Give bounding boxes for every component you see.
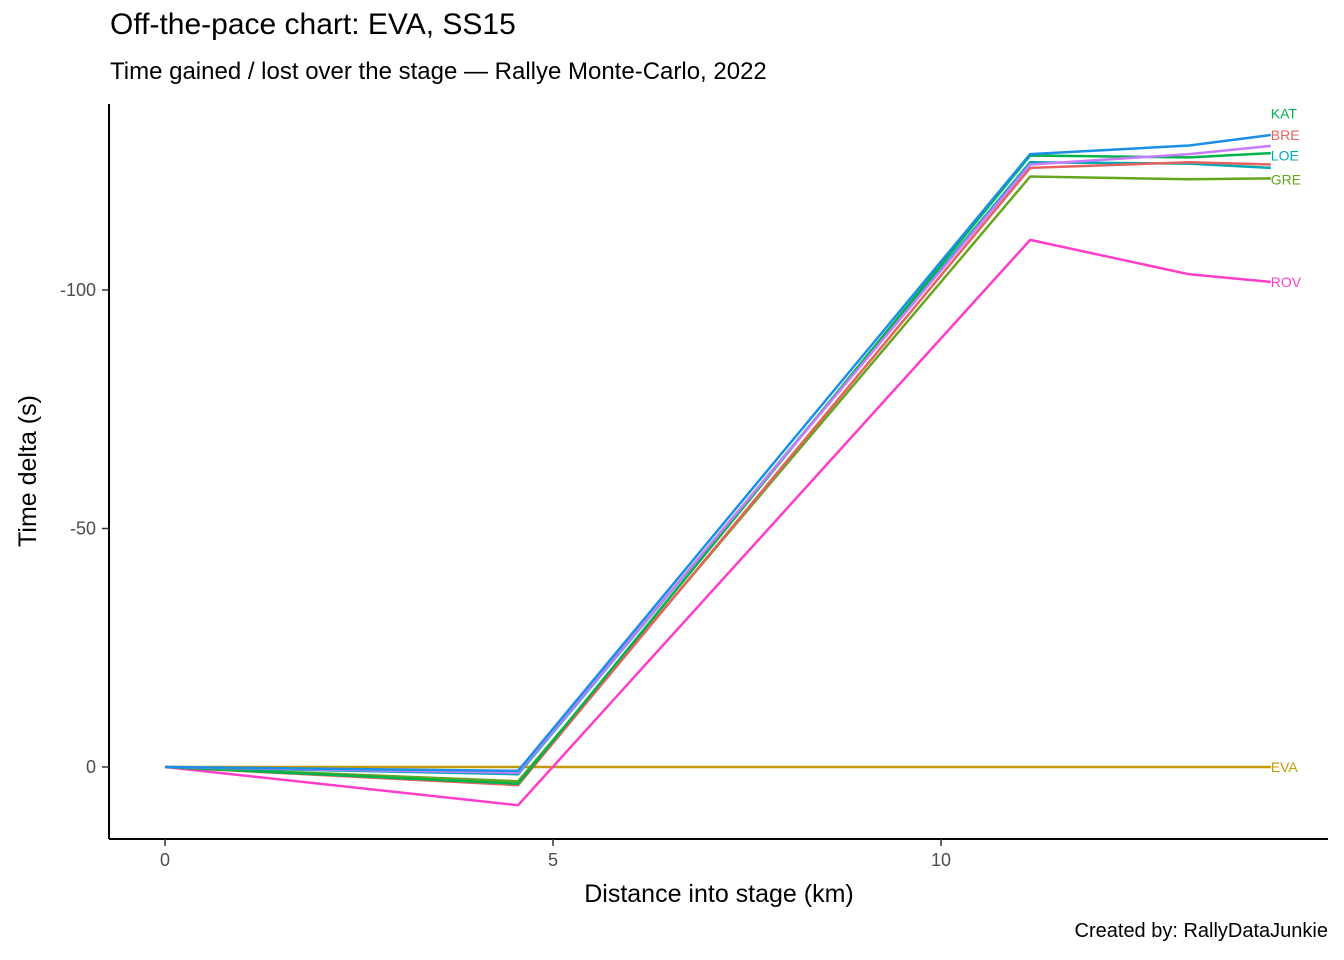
axes <box>108 104 1328 840</box>
series-line-kat <box>164 151 1271 785</box>
y-tick-label: 0 <box>86 757 96 777</box>
series-lines <box>164 133 1271 807</box>
x-axis-title: Distance into stage (km) <box>584 880 854 908</box>
end-label-gre: GRE <box>1271 171 1301 187</box>
series-line <box>164 133 1271 773</box>
x-tick-label: 5 <box>548 850 558 870</box>
y-tick-label: -100 <box>60 280 96 300</box>
y-tick-label: -50 <box>70 519 96 539</box>
series-line-loe <box>164 160 1271 776</box>
series-line-rov <box>164 238 1271 807</box>
end-label-eva: EVA <box>1271 759 1299 775</box>
x-tick-label: 10 <box>931 850 951 870</box>
series-line <box>164 144 1271 774</box>
end-label-kat: KAT <box>1271 106 1298 122</box>
y-axis-title: Time delta (s) <box>14 395 42 547</box>
end-label-bre: BRE <box>1271 127 1300 143</box>
ticks: 0 5 10 0 -50 -100 <box>60 280 951 870</box>
x-tick-label: 0 <box>160 850 170 870</box>
end-label-rov: ROV <box>1271 274 1302 290</box>
end-labels: KAT BRE LOE GRE ROV EVA <box>1271 106 1302 775</box>
series-line-gre <box>164 175 1271 783</box>
chart-title: Off-the-pace chart: EVA, SS15 <box>110 8 516 41</box>
end-label-loe: LOE <box>1271 147 1299 163</box>
chart-caption: Created by: RallyDataJunkie <box>1074 920 1328 942</box>
chart-subtitle: Time gained / lost over the stage — Rall… <box>110 58 767 85</box>
